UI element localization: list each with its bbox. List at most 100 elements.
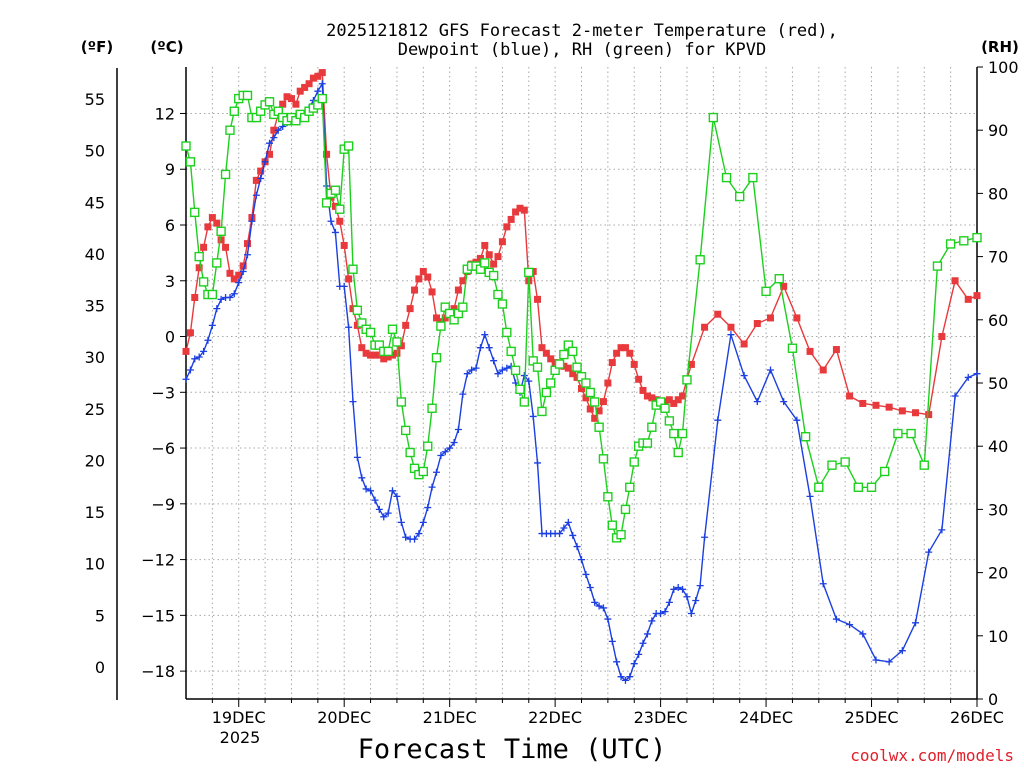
- dewpoint-point: [239, 267, 247, 275]
- rh-point: [458, 302, 468, 312]
- rh-point: [225, 125, 235, 135]
- dewpoint-point: [362, 485, 370, 493]
- 2-meter-temperature-point: [793, 314, 801, 322]
- rh-point: [554, 359, 565, 369]
- x-axis-ticks: 19DEC 20DEC 21DEC 22DEC 23DEC 24DEC 25DEC 26DEC: [212, 699, 1004, 727]
- 2-meter-temperature-point: [402, 321, 410, 329]
- rh-point: [800, 432, 811, 442]
- rh-point: [568, 346, 578, 357]
- rh-point: [431, 353, 442, 363]
- dewpoint-point: [230, 290, 238, 298]
- 2-meter-temperature-point: [520, 206, 528, 214]
- rh-point: [264, 97, 275, 107]
- rh-point: [524, 267, 534, 278]
- dewpoint-point: [274, 126, 282, 134]
- 2-meter-temperature-point: [780, 282, 788, 290]
- dewpoint-point: [186, 366, 194, 374]
- rh-point: [506, 346, 516, 357]
- 2-meter-temperature-point: [621, 344, 629, 352]
- dewpoint-point: [450, 438, 458, 446]
- dewpoint-point: [367, 487, 375, 495]
- 2-meter-temperature-point: [208, 214, 216, 222]
- dewpoint-point: [951, 392, 959, 400]
- rh-point: [418, 466, 428, 477]
- 2-meter-temperature-point: [608, 359, 616, 367]
- rh-tick-label: 40: [988, 437, 1008, 456]
- x-tick-label: 21DEC: [423, 708, 477, 727]
- 2-meter-temperature-point: [494, 253, 502, 261]
- 2-meter-temperature-point: [336, 217, 344, 225]
- dewpoint-point: [534, 459, 542, 467]
- dewpoint-point: [872, 656, 880, 664]
- dewpoint-point: [490, 357, 498, 365]
- dewpoint-point: [696, 582, 704, 590]
- 2-meter-temperature-point: [542, 349, 550, 357]
- 2-meter-temperature-point: [239, 262, 247, 270]
- dewpoint-point: [639, 639, 647, 647]
- celsius-tick-label: −12: [141, 551, 175, 570]
- rh-point: [229, 106, 240, 116]
- 2-meter-temperature-point: [534, 295, 542, 303]
- 2-meter-temperature-point: [419, 267, 427, 275]
- rh-point: [405, 447, 415, 458]
- rh-tick-label: 20: [988, 564, 1008, 583]
- 2-meter-temperature-point: [459, 277, 467, 285]
- dewpoint-point: [243, 251, 251, 259]
- rh-point: [220, 169, 231, 180]
- 2-meter-temperature-point: [340, 241, 348, 249]
- dewpoint-point: [266, 139, 274, 147]
- dewpoint-point: [819, 580, 827, 588]
- dewpoint-point: [657, 609, 665, 617]
- credit-text: coolwx.com/models: [850, 746, 1014, 765]
- rh-point: [893, 428, 903, 439]
- rh-point: [607, 520, 617, 530]
- x-tick-label: 22DEC: [528, 708, 582, 727]
- rh-point: [629, 457, 639, 467]
- 2-meter-temperature-point: [213, 219, 221, 227]
- rh-point: [682, 375, 692, 385]
- 2-meter-temperature-point: [630, 360, 638, 368]
- rh-point: [436, 321, 446, 331]
- 2-meter-temperature-point: [938, 333, 946, 341]
- rh-point: [317, 93, 327, 104]
- 2-meter-temperature-point: [182, 347, 190, 355]
- 2-meter-temperature-point: [195, 264, 203, 272]
- rh-point: [673, 447, 683, 458]
- dewpoint-point: [832, 615, 840, 623]
- 2-meter-temperature-point: [305, 80, 313, 88]
- dewpoint-point: [217, 295, 225, 303]
- dewpoint-point: [586, 583, 594, 591]
- 2-meter-temperature-point: [367, 351, 375, 359]
- 2-meter-temperature-point: [586, 405, 594, 413]
- celsius-tick-label: 12: [155, 104, 175, 123]
- 2-meter-temperature-point: [287, 95, 295, 103]
- rh-point: [480, 258, 490, 268]
- 2-meter-temperature-point: [670, 399, 678, 407]
- dewpoint-point: [643, 630, 651, 638]
- dewpoint-point: [846, 621, 854, 629]
- dewpoint-point: [604, 615, 612, 623]
- rh-point: [589, 397, 600, 407]
- 2-meter-temperature-point: [485, 251, 493, 259]
- rh-point: [181, 141, 191, 151]
- 2-meter-temperature-point: [714, 310, 722, 318]
- dewpoint-point: [560, 524, 568, 532]
- celsius-tick-label: −15: [141, 606, 175, 625]
- rh-tick-label: 100: [988, 58, 1019, 77]
- 2-meter-temperature-point: [384, 353, 392, 361]
- rh-point: [735, 191, 745, 202]
- 2-meter-temperature-point: [564, 364, 572, 372]
- dewpoint-point: [318, 80, 326, 88]
- fahrenheit-tick-label: 35: [85, 297, 105, 316]
- 2-meter-temperature-point: [257, 167, 265, 175]
- fahrenheit-tick-label: 50: [85, 142, 105, 161]
- rh-point: [774, 274, 784, 284]
- chart-title-line-1: 2025121812 GFS Forecast 2-meter Temperat…: [326, 21, 838, 41]
- x-axis-title: Forecast Time (UTC): [358, 734, 667, 765]
- rh-point: [880, 466, 890, 477]
- 2-meter-temperature-point: [309, 74, 317, 82]
- 2-meter-temperature-point: [358, 344, 366, 352]
- series-layer: [181, 69, 982, 684]
